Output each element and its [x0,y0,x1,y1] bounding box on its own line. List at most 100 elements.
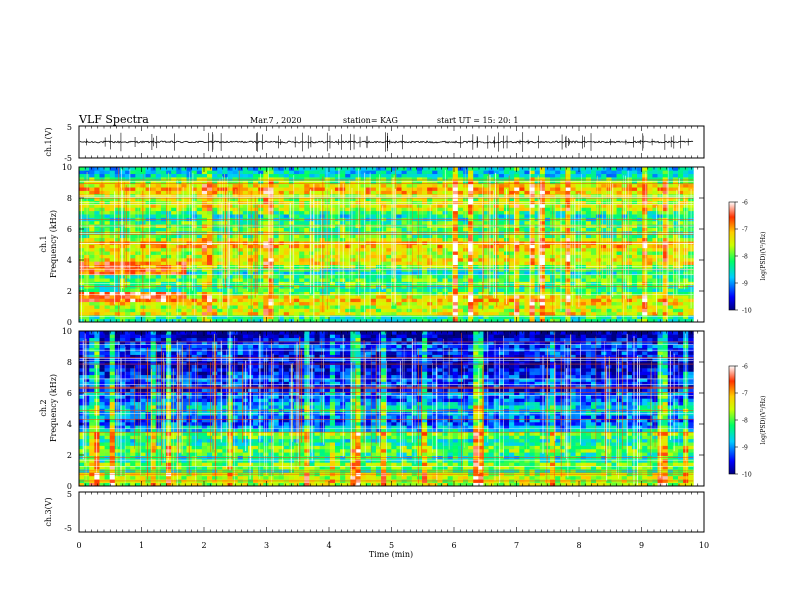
ch1-spectrogram-cell [247,291,254,296]
ch1-spectrogram-cell [160,278,167,282]
ch1-spectrogram-cell [422,247,428,252]
ch1-spectrogram-cell [299,170,305,175]
ch1-spectrogram-cell [611,197,617,201]
ch1-spectrogram-cell [560,220,566,225]
ch1-spectrogram-cell [258,305,264,309]
ch1-spectrogram-cell [550,170,556,175]
ch1-spectrogram-cell [544,305,551,309]
ch1-spectrogram-cell [150,274,157,279]
ch1-spectrogram-cell [345,295,351,299]
ch1-spectrogram-cell [314,167,320,171]
ch1-spectrogram-cell [360,247,367,252]
ch1-spectrogram-cell [309,220,315,225]
ch1-spectrogram-cell [329,308,336,313]
ch1-spectrogram-cell [478,177,484,181]
ch1-spectrogram-cell [452,234,459,239]
ch1-spectrogram-cell [278,180,285,185]
ch1-spectrogram-cell [119,170,126,175]
ch1-spectrogram-cell [273,244,279,249]
ch1-spectrogram-cell [206,207,213,212]
ch1-spectrogram-cell [150,207,157,212]
ch1-spectrogram-cell [304,227,310,232]
ch1-spectrogram-cell [278,207,285,212]
ch1-spectrogram-cell [580,247,587,252]
ch1-spectrogram-cell [483,180,489,185]
ch1-spectrogram-cell [406,220,413,225]
ch1-spectrogram-cell [94,187,100,191]
ch1-spectrogram-cell [150,214,157,218]
ch1-spectrogram-cell [206,254,213,259]
ch1-spectrogram-cell [478,227,484,232]
ch1-spectrogram-cell [375,180,382,185]
ch1-spectrogram-cell [478,251,484,255]
ch1-spectrogram-cell [329,173,336,178]
ch1-spectrogram-cell [621,210,628,215]
ch1-spectrogram-cell [539,187,546,191]
ch1-spectrogram-cell [201,301,208,306]
ch1-spectrogram-cell [473,220,479,225]
ch1-spectrogram-cell [350,251,356,255]
ch1-spectrogram-cell [544,247,551,252]
ch1-spectrogram-cell [263,170,269,175]
ch1-spectrogram-cell [462,318,469,322]
ch1-spectrogram-cell [621,318,628,322]
ch1-spectrogram-cell [299,305,305,309]
ch1-spectrogram-cell [319,214,326,218]
ch1-spectrogram-cell [606,210,612,215]
ch1-spectrogram-cell [401,254,407,259]
ch1-spectrogram-cell [411,241,418,245]
ch1-spectrogram-cell [590,210,597,215]
ch1-spectrogram-cell [616,278,622,282]
ch1-spectrogram-cell [611,210,617,215]
ch1-spectrogram-cell [309,237,315,242]
ch1-spectrogram-cell [268,291,274,296]
ch1-spectrogram-cell [232,274,239,279]
ch1-spectrogram-cell [253,173,259,178]
ch1-spectrogram-cell [580,298,587,303]
ch1-spectrogram-cell [196,291,203,296]
ch1-spectrogram-cell [222,301,228,306]
ch1-spectrogram-cell [606,187,612,191]
ch1-spectrogram-cell [509,318,515,322]
ch1-spectrogram-cell [278,301,285,306]
ch1-spectrogram-cell [171,271,177,276]
ch1-spectrogram-cell [621,244,628,249]
ch1-spectrogram-cell [565,204,571,208]
ch1-spectrogram-cell [473,207,479,212]
ch1-spectrogram-cell [206,244,213,249]
ch1-spectrogram-cell [171,173,177,178]
ch1-spectrogram-cell [263,298,269,303]
ch1-spectrogram-cell [503,173,510,178]
ch1-spectrogram-cell [181,190,187,195]
ch1-spectrogram-cell [150,210,157,215]
ch1-spectrogram-cell [580,244,587,249]
ch1-spectrogram-cell [375,311,382,316]
ch1-spectrogram-cell [273,237,279,242]
ch1-spectrogram-cell [370,274,377,279]
ch1-spectrogram-cell [560,318,566,322]
ch1-spectrogram-cell [575,173,582,178]
ch1-spectrogram-cell [498,308,505,313]
ch1-spectrogram-cell [406,197,413,201]
ch1-spectrogram-cell [416,210,423,215]
ch1-spectrogram-cell [125,234,131,239]
ch1-spectrogram-cell [263,271,269,276]
ch1-spectrogram-cell [150,183,157,188]
ch1-spectrogram-cell [227,170,233,175]
ch1-spectrogram-cell [114,214,121,218]
ch1-spectrogram-cell [99,167,105,171]
ch1-spectrogram-cell [212,220,218,225]
ch1-spectrogram-cell [483,244,489,249]
ch1-spectrogram-cell [283,237,290,242]
ch1-spectrogram-cell [365,254,372,259]
ch1-spectrogram-cell [611,288,617,292]
ch1-spectrogram-cell [452,261,459,266]
ch1-spectrogram-cell [401,234,407,239]
ch1-spectrogram-cell [524,231,530,235]
ch1-waveform-panel: 5 -5 ch.1(V) [44,123,705,163]
ch1-spectrogram-cell [299,261,305,266]
ch1-spectrogram-cell [560,214,566,218]
ch1-spectrogram-cell [237,237,244,242]
ch1-spectrogram-cell [534,190,541,195]
ch1-spectrogram-cell [555,301,561,306]
